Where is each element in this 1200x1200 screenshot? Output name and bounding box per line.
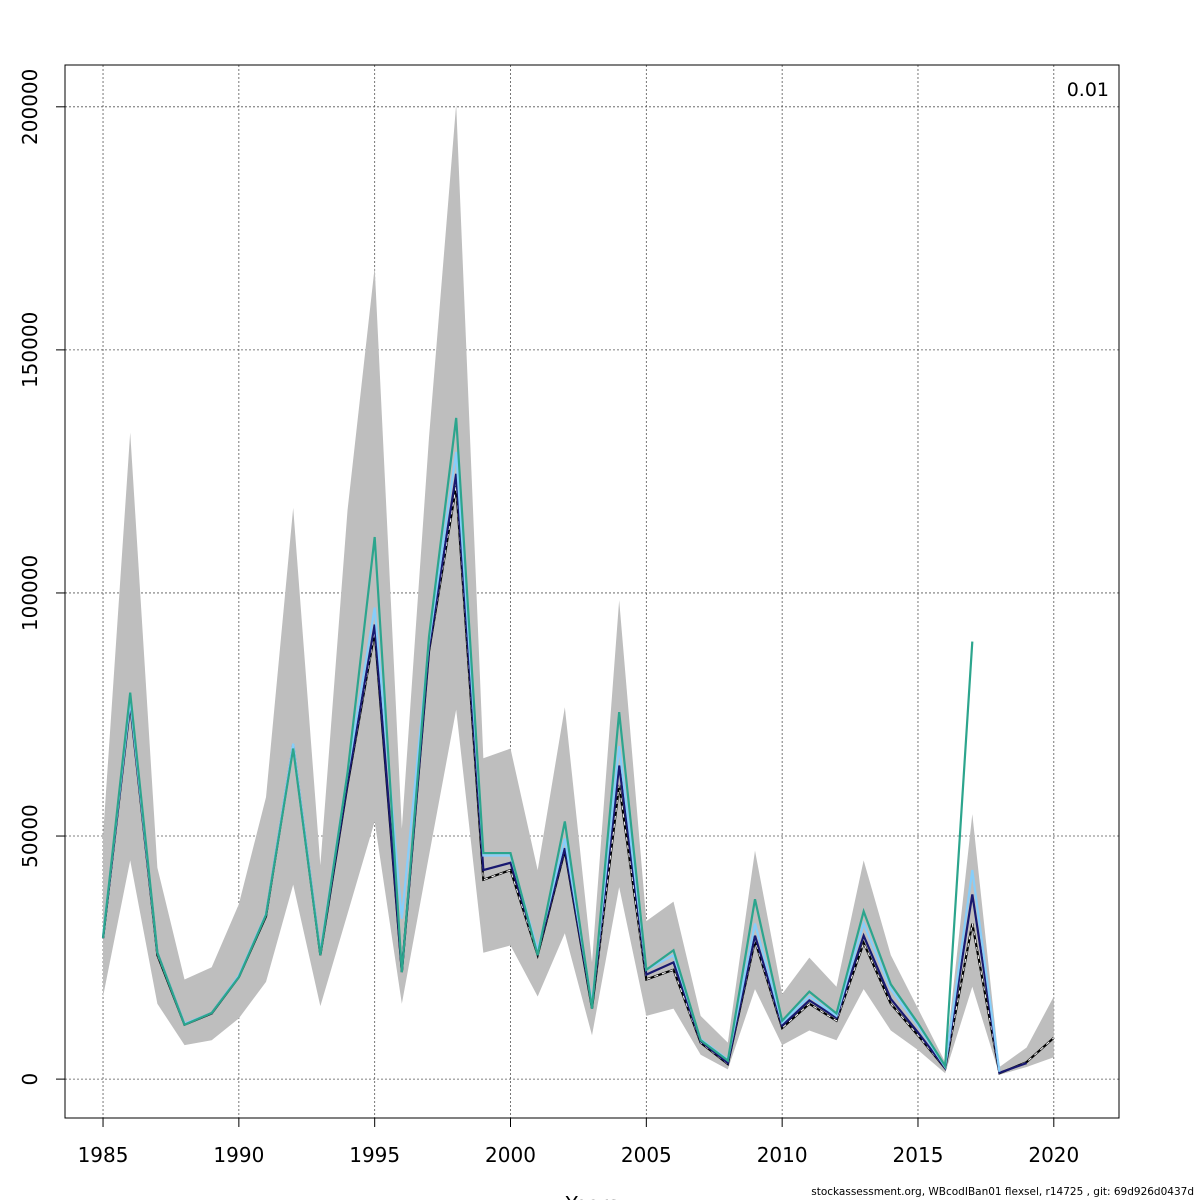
y-tick-label: 150000 xyxy=(18,312,42,388)
plot-frame xyxy=(64,64,1120,1119)
series-lines xyxy=(101,417,1055,1075)
y-axis: 0 50000 100000 150000 200000 xyxy=(18,69,65,1086)
corner-label: 0.01 xyxy=(1067,79,1109,101)
y-tick-label: 100000 xyxy=(18,555,42,631)
x-axis-label: Years xyxy=(565,1192,619,1200)
x-tick-label: 2005 xyxy=(621,1143,672,1167)
y-tick-label: 200000 xyxy=(18,69,42,145)
footer-credit: stockassessment.org, WBcodIBan01 flexsel… xyxy=(811,1186,1194,1198)
x-tick-label: 1995 xyxy=(349,1143,400,1167)
x-tick-label: 1990 xyxy=(213,1143,264,1167)
x-tick-label: 2010 xyxy=(757,1143,808,1167)
y-tick-label: 50000 xyxy=(18,804,42,868)
y-tick-label: 0 xyxy=(18,1073,42,1086)
x-tick-label: 2000 xyxy=(485,1143,536,1167)
x-axis: 1985 1990 1995 2000 2005 2010 2015 2020 xyxy=(78,1118,1079,1167)
x-tick-label: 1985 xyxy=(78,1143,129,1167)
series-line-3 xyxy=(101,417,974,1070)
x-tick-label: 2015 xyxy=(893,1143,944,1167)
x-tick-label: 2020 xyxy=(1028,1143,1079,1167)
